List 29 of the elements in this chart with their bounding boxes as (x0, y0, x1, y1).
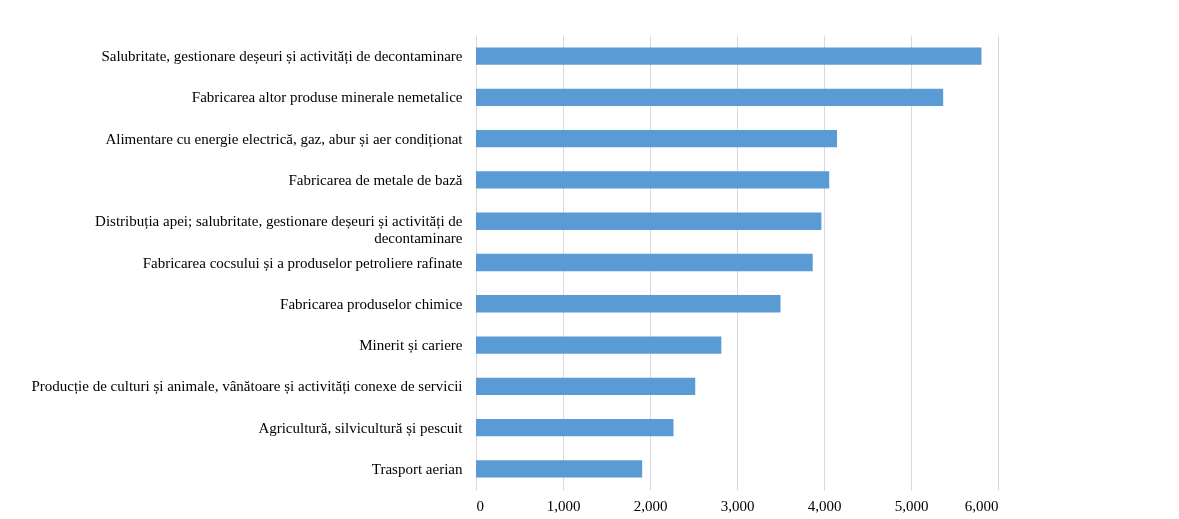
y-tick-label: Trasport aerian (371, 460, 463, 477)
bar (476, 460, 643, 478)
x-tick-label: 5,000 (894, 497, 929, 514)
bar (476, 171, 830, 189)
x-tick-label: 2,000 (633, 497, 668, 514)
y-tick-label: Alimentare cu energie electrică, gaz, abur și aer condiționat (105, 130, 464, 148)
y-tick-label: Minerit și cariere (359, 337, 463, 355)
bar (476, 88, 944, 107)
y-tick-label: Fabricarea altor produse minerale nemetalice (191, 89, 463, 106)
x-tick-label: 4,000 (807, 497, 842, 514)
y-tick-label: Distribuția apei; salubritate, gestionare deșeuri și activități de decontaminare (95, 213, 463, 247)
x-tick-label: 3,000 (720, 497, 755, 514)
bar (476, 212, 822, 230)
bar (476, 418, 674, 437)
x-tick-label: 1,000 (546, 497, 581, 514)
bar (476, 377, 696, 396)
bar (476, 336, 722, 354)
y-tick-label: Salubritate, gestionare deșeuri și activități de decontaminare (101, 48, 463, 66)
y-tick-label: Producție de culturi și animale, vânătoare și activități conexe de servicii (31, 378, 463, 396)
y-tick-label: Agricultură, silvicultură și pescuit (258, 419, 464, 437)
y-tick-label: Fabricarea produselor chimice (280, 295, 463, 312)
bar (476, 129, 838, 148)
y-tick-label: Fabricarea cocsului și a produselor petroliere rafinate (142, 254, 463, 272)
bar (476, 253, 813, 272)
bar (476, 47, 982, 65)
bar (476, 295, 781, 313)
x-tick-label: 6,000 (964, 497, 999, 514)
x-tick-label: 0 (476, 497, 484, 514)
y-tick-label: Fabricarea de metale de bază (288, 171, 463, 188)
